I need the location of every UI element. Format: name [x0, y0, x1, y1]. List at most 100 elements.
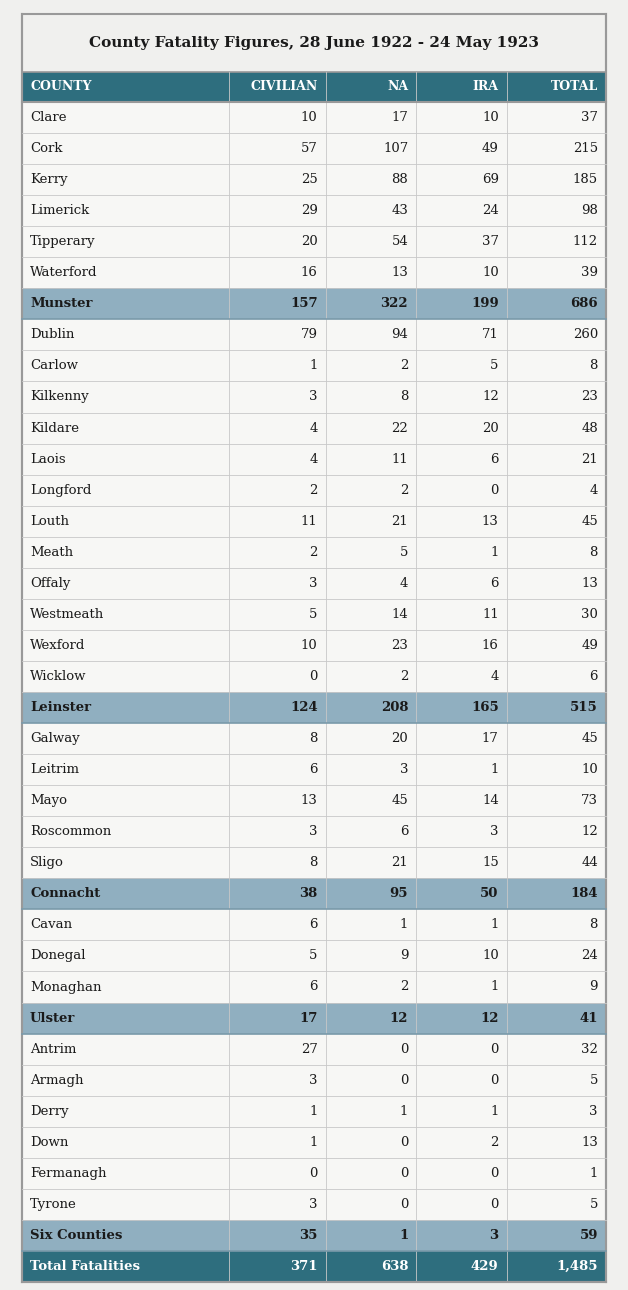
Text: 0: 0: [400, 1135, 408, 1149]
Bar: [22, 320, 606, 351]
Text: Wexford: Wexford: [30, 639, 85, 651]
Text: 8: 8: [310, 733, 318, 746]
Text: Mayo: Mayo: [30, 795, 67, 808]
Text: 429: 429: [471, 1260, 499, 1273]
Text: Down: Down: [30, 1135, 68, 1149]
Text: 27: 27: [301, 1042, 318, 1055]
Bar: [22, 878, 606, 909]
Text: Wicklow: Wicklow: [30, 670, 87, 682]
Text: 5: 5: [310, 608, 318, 620]
Text: 16: 16: [301, 266, 318, 280]
Text: 3: 3: [309, 1198, 318, 1211]
Bar: [22, 382, 606, 413]
Text: 3: 3: [490, 1229, 499, 1242]
Text: 10: 10: [301, 111, 318, 124]
Text: 29: 29: [301, 204, 318, 217]
Text: 49: 49: [581, 639, 598, 651]
Text: 0: 0: [490, 484, 499, 497]
Text: 8: 8: [400, 391, 408, 404]
Text: Kilkenny: Kilkenny: [30, 391, 89, 404]
Bar: [22, 102, 606, 133]
Text: 199: 199: [471, 297, 499, 311]
Text: 686: 686: [570, 297, 598, 311]
Text: 23: 23: [581, 391, 598, 404]
Bar: [22, 660, 606, 691]
Text: 11: 11: [301, 515, 318, 528]
Text: NA: NA: [387, 80, 408, 93]
Text: Limerick: Limerick: [30, 204, 89, 217]
Text: 371: 371: [290, 1260, 318, 1273]
Text: 12: 12: [482, 391, 499, 404]
Text: 1: 1: [490, 918, 499, 931]
Text: Sligo: Sligo: [30, 857, 64, 869]
Text: 44: 44: [582, 857, 598, 869]
Text: Armagh: Armagh: [30, 1073, 84, 1086]
Text: 107: 107: [383, 142, 408, 155]
Text: Monaghan: Monaghan: [30, 980, 102, 993]
Text: 50: 50: [480, 888, 499, 900]
Text: 6: 6: [590, 670, 598, 682]
Text: 2: 2: [400, 980, 408, 993]
Text: 25: 25: [301, 173, 318, 186]
Text: Carlow: Carlow: [30, 360, 78, 373]
Text: 11: 11: [391, 453, 408, 466]
Text: 515: 515: [570, 700, 598, 715]
Text: 4: 4: [310, 422, 318, 435]
Text: Waterford: Waterford: [30, 266, 97, 280]
Text: 1: 1: [400, 1104, 408, 1117]
Text: 1: 1: [490, 980, 499, 993]
Bar: [22, 817, 606, 848]
Text: 54: 54: [391, 235, 408, 248]
Text: 20: 20: [301, 235, 318, 248]
Text: 14: 14: [482, 795, 499, 808]
Text: 1: 1: [490, 764, 499, 777]
Bar: [22, 475, 606, 506]
Text: Meath: Meath: [30, 546, 73, 559]
Text: 0: 0: [490, 1073, 499, 1086]
Text: Cork: Cork: [30, 142, 63, 155]
Text: Offaly: Offaly: [30, 577, 70, 590]
Text: 1: 1: [310, 1104, 318, 1117]
Text: Six Counties: Six Counties: [30, 1229, 122, 1242]
Text: Westmeath: Westmeath: [30, 608, 104, 620]
Text: Antrim: Antrim: [30, 1042, 77, 1055]
Text: 0: 0: [490, 1198, 499, 1211]
Text: 20: 20: [482, 422, 499, 435]
Text: 79: 79: [301, 329, 318, 342]
Text: 69: 69: [482, 173, 499, 186]
Text: 5: 5: [490, 360, 499, 373]
Text: Derry: Derry: [30, 1104, 68, 1117]
Text: Munster: Munster: [30, 297, 92, 311]
Text: Dublin: Dublin: [30, 329, 74, 342]
Bar: [22, 971, 606, 1002]
Text: 165: 165: [471, 700, 499, 715]
Text: 10: 10: [582, 764, 598, 777]
Text: 3: 3: [309, 577, 318, 590]
Text: 38: 38: [300, 888, 318, 900]
Text: Laois: Laois: [30, 453, 65, 466]
Text: TOTAL: TOTAL: [551, 80, 598, 93]
Text: 0: 0: [400, 1073, 408, 1086]
Text: 49: 49: [482, 142, 499, 155]
Text: 17: 17: [300, 1011, 318, 1024]
Bar: [22, 599, 606, 630]
Text: 20: 20: [391, 733, 408, 746]
Text: 9: 9: [590, 980, 598, 993]
Text: 17: 17: [482, 733, 499, 746]
Text: 1,485: 1,485: [556, 1260, 598, 1273]
Text: 71: 71: [482, 329, 499, 342]
Text: 5: 5: [310, 949, 318, 962]
Text: 5: 5: [400, 546, 408, 559]
Text: 13: 13: [301, 795, 318, 808]
Text: 6: 6: [309, 980, 318, 993]
Text: 215: 215: [573, 142, 598, 155]
Text: CIVILIAN: CIVILIAN: [251, 80, 318, 93]
Text: 13: 13: [391, 266, 408, 280]
Text: 10: 10: [482, 949, 499, 962]
Bar: [22, 755, 606, 786]
Bar: [22, 940, 606, 971]
Text: 17: 17: [391, 111, 408, 124]
Text: Louth: Louth: [30, 515, 69, 528]
Bar: [22, 848, 606, 878]
Text: 0: 0: [400, 1042, 408, 1055]
